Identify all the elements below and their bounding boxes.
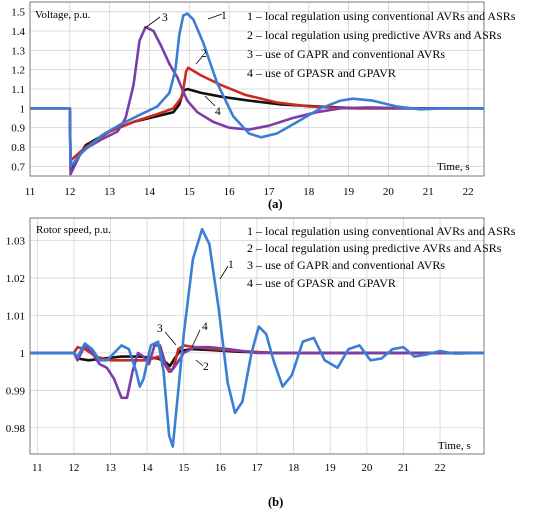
voltage-x-tick-label: 21 [423,186,434,198]
voltage-curve-label-4: 4 [215,106,221,118]
voltage-y-tick-label: 1.3 [11,45,25,57]
rotor-y-tick-label: 0.99 [6,385,26,397]
rotor-x-tick-label: 12 [68,462,79,474]
voltage-y-tick-label: 1.5 [11,7,25,19]
voltage-curve-labels: 1 2 3 4 [144,10,227,118]
voltage-plot-frame [29,1,485,177]
voltage-series-2-line [30,66,484,162]
rotor-legend-item-2: 2 – local regulation using predictive AV… [247,241,502,255]
voltage-legend-item-3: 3 – use of GAPR and conventional AVRs [247,47,445,61]
rotor-y-tick-label: 1 [20,348,26,360]
voltage-series [30,12,484,176]
voltage-x-tick-label: 22 [463,186,474,198]
voltage-chart: 0.70.80.911.11.21.31.41.5 11 12 13 14 15 16 17… [11,1,516,211]
rotor-caption: (b) [268,495,283,509]
voltage-y-tick-label: 1.1 [11,84,25,96]
rotor-leader-3 [164,331,177,346]
voltage-xlabel: Time, s [437,161,470,173]
rotor-series-3-line [30,344,484,400]
voltage-x-tick-label: 20 [383,186,395,198]
rotor-series [30,227,484,448]
voltage-legend-item-4: 4 – use of GPASR and GPAVR [247,66,396,80]
rotor-legend-item-1: 1 – local regulation using conventional … [247,224,516,238]
rotor-leader-2 [195,359,204,367]
voltage-leader-1 [207,13,223,20]
voltage-y-tick-label: 0.9 [11,123,25,135]
voltage-leader-3 [144,16,161,29]
voltage-ylabel: Voltage, p.u. [35,9,91,21]
voltage-x-tick-label: 12 [64,186,75,198]
rotor-x-tick-label: 21 [398,462,409,474]
rotor-x-tick-label: 22 [435,462,446,474]
voltage-y-tick-label: 0.7 [11,161,25,173]
rotor-x-tick-label: 16 [215,462,227,474]
rotor-ylabel: Rotor speed, p.u. [36,224,111,236]
rotor-x-tick-label: 18 [288,462,300,474]
rotor-series-1-line [30,227,484,448]
rotor-curve-label-1: 1 [228,259,234,271]
rotor-y-tick-label: 1.01 [6,310,25,322]
voltage-y-tick-label: 1.2 [11,65,25,77]
voltage-y-tick-label: 0.8 [11,142,25,154]
voltage-x-tick-label: 15 [184,186,196,198]
rotor-curve-label-4: 4 [202,321,208,333]
voltage-x-ticks: 11 12 13 14 15 16 17 18 19 20 21 22 [25,186,474,198]
rotor-y-tick-label: 1.02 [6,273,25,285]
voltage-x-tick-label: 14 [144,186,156,198]
rotor-y-ticks: 0.98 0.99 1 1.01 1.02 1.03 [6,235,26,434]
voltage-legend-item-1: 1 – local regulation using conventional … [247,9,516,23]
rotor-x-tick-label: 19 [325,462,337,474]
voltage-y-ticks: 0.7 0.8 0.9 1 1.1 1.2 1.3 1.4 1.5 [11,7,25,174]
voltage-x-tick-label: 11 [25,186,36,198]
rotor-x-tick-label: 15 [178,462,190,474]
rotor-curve-label-2: 2 [203,361,209,373]
voltage-leader-4 [204,95,216,107]
voltage-grid [29,2,484,176]
voltage-legend: 1 – local regulation using conventional … [247,9,516,80]
voltage-curve-label-1: 1 [221,10,227,22]
rotor-y-tick-label: 1.03 [6,235,26,247]
voltage-curve-label-2: 2 [201,48,207,60]
rotor-curve-labels: 1 3 4 2 [157,259,234,373]
rotor-x-tick-label: 14 [142,462,154,474]
rotor-legend: 1 – local regulation using conventional … [247,224,516,290]
rotor-x-ticks: 11 12 13 14 15 16 17 18 19 20 21 22 [32,462,446,474]
rotor-leader-4 [191,329,201,348]
voltage-series-1-line [30,12,484,168]
voltage-y-tick-label: 1.4 [11,26,25,38]
rotor-x-tick-label: 17 [252,462,264,474]
voltage-x-tick-label: 16 [224,186,236,198]
voltage-caption: (a) [268,197,283,211]
voltage-x-tick-label: 17 [263,186,275,198]
voltage-x-tick-label: 13 [104,186,116,198]
voltage-leader-2 [195,56,203,65]
rotor-x-tick-label: 20 [361,462,373,474]
rotor-plot-frame [29,217,485,455]
rotor-legend-item-3: 3 – use of GAPR and conventional AVRs [247,258,445,272]
rotor-xlabel: Time, s [438,440,471,452]
rotor-x-tick-label: 11 [32,462,43,474]
rotor-x-tick-label: 13 [105,462,117,474]
rotor-curve-label-3: 3 [157,323,163,335]
rotor-leader-1 [219,265,229,280]
voltage-curve-label-3: 3 [162,12,168,24]
rotor-y-tick-label: 0.98 [6,423,26,435]
voltage-x-tick-label: 19 [343,186,355,198]
voltage-x-tick-label: 18 [303,186,315,198]
voltage-legend-item-2: 2 – local regulation using predictive AV… [247,28,502,42]
rotor-legend-item-4: 4 – use of GPASR and GPAVR [247,276,396,290]
voltage-y-tick-label: 1 [20,103,26,115]
